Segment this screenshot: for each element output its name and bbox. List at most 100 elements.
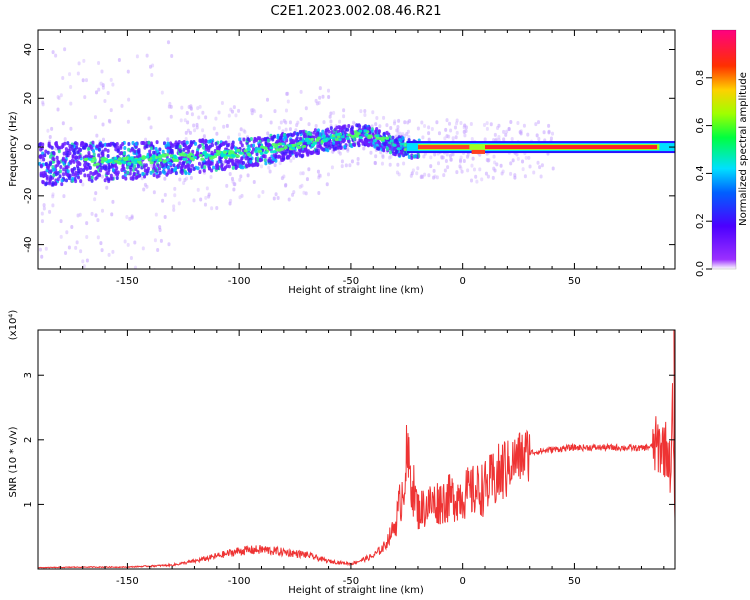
spectrogram-cell [74,170,78,175]
spectrogram-x-tick-label: 50 [568,276,581,287]
spectrogram-cell [46,150,50,155]
spectrogram-core-cell [277,142,282,146]
spectrogram-cell [333,146,337,151]
spectrogram-cell [272,153,276,158]
spectrogram-noise-cell [81,78,85,83]
spectrogram-noise-cell [501,169,505,174]
spectrogram-cell [255,152,259,157]
spectrogram-noise-cell [44,278,47,282]
spectrogram-cell [329,126,333,131]
spectrogram-cell [166,141,170,146]
spectrogram-cell [41,171,45,176]
spectrogram-noise-cell [420,174,424,179]
spectrogram-noise-cell [109,108,113,113]
spectrogram-cell [220,164,224,169]
spectrogram-noise-cell [329,119,333,124]
spectrogram-noise-cell [444,127,448,132]
spectrogram-cell [42,157,46,162]
spectrogram-noise-cell [172,207,176,212]
spectrogram-noise-cell [332,110,336,115]
spectrogram-core-cell [355,132,360,136]
spectrogram-cell [240,156,244,161]
spectrogram-cell [142,164,146,169]
spectrogram-noise-cell [85,234,89,239]
spectrogram-cell [123,145,127,150]
spectrogram-noise-cell [534,122,538,127]
spectrogram-noise-cell [101,83,105,88]
spectrogram-core-cell [183,157,188,161]
spectrogram-noise-cell [459,155,463,160]
spectrogram-line-dip [471,149,486,154]
colorbar-tick-label: 0.2 [695,213,706,229]
spectrogram-noise-cell [67,245,71,250]
spectrogram-noise-cell [257,194,261,199]
spectrogram-cell [96,144,100,149]
spectrogram-noise-cell [272,196,276,201]
spectrogram-noise-cell [204,115,208,120]
spectrogram-cell [56,177,60,182]
spectrogram-noise-cell [494,137,498,142]
spectrogram-noise-cell [183,177,187,182]
spectrogram-core-cell [381,136,386,140]
spectrogram-cell [341,125,345,130]
spectrogram-core-cell [187,154,192,158]
spectrogram-noise-cell [276,195,280,200]
spectrogram-noise-cell [154,212,158,217]
spectrogram-cell [71,148,75,153]
spectrogram-noise-cell [284,127,288,132]
spectrogram-cell [179,156,183,161]
spectrogram-noise-cell [179,118,183,123]
spectrogram-noise-cell [105,185,109,190]
spectrogram-cell [169,170,173,175]
spectrogram-noise-cell [76,213,80,218]
spectrogram-core-cell [223,156,228,160]
spectrogram-noise-cell [289,158,293,163]
spectrogram-noise-cell [300,183,304,188]
spectrogram-noise-cell [62,194,66,199]
spectrogram-cell [131,176,135,181]
spectrogram-noise-cell [416,126,420,131]
spectrogram-noise-cell [266,97,270,102]
spectrogram-cell [264,161,268,166]
spectrogram-cell [38,142,42,147]
spectrogram-cell [160,162,164,167]
spectrogram-cell [84,143,88,148]
spectrogram-noise-cell [268,169,272,174]
spectrogram-core-cell [158,155,163,159]
spectrogram-cell [136,164,140,169]
spectrogram-noise-cell [326,172,330,177]
spectrogram-cell [78,154,82,159]
spectrogram-noise-cell [196,187,200,192]
spectrogram-noise-cell [109,77,113,82]
spectrogram-noise-cell [427,131,431,136]
spectrogram-cell [210,168,214,173]
spectrogram-noise-cell [69,126,73,131]
spectrogram-cell [253,136,257,141]
spectrogram-noise-cell [489,122,493,127]
spectrogram-noise-cell [210,206,214,211]
spectrogram-core-cell [202,150,207,154]
spectrogram-cell [252,143,256,148]
spectrogram-noise-cell [356,161,360,166]
spectrogram-noise-cell [537,120,541,125]
spectrogram-cell [189,143,193,148]
spectrogram-cell [352,137,356,142]
spectrogram-noise-cell [100,69,104,74]
spectrogram-noise-cell [111,82,115,87]
spectrogram-noise-cell [348,163,352,168]
spectrogram-cell [174,140,178,145]
spectrogram-noise-cell [511,158,515,163]
spectrogram-noise-cell [420,120,424,125]
spectrogram-core-cell [321,134,326,138]
colorbar-gradient [712,30,736,269]
spectrogram-noise-cell [327,95,331,100]
spectrogram-noise-cell [317,173,321,178]
spectrogram-noise-cell [82,264,86,269]
spectrogram-noise-cell [507,126,511,131]
spectrogram-noise-cell [453,125,457,130]
snr-x-tick-label: -150 [116,576,139,587]
spectrogram-noise-cell [535,133,539,138]
spectrogram-noise-cell [183,118,187,123]
spectrogram-noise-cell [59,93,63,98]
spectrogram-core-cell [117,157,122,161]
